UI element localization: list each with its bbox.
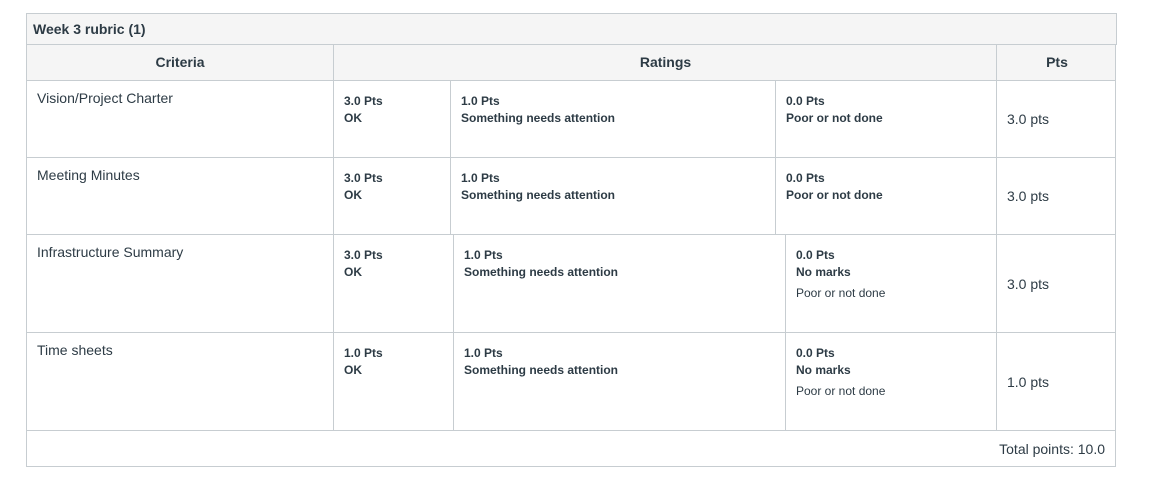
rubric-row-time-sheets: Time sheets 1.0 Pts OK 1.0 Pts Something… [26,333,1116,431]
points-value: 3.0 pts [1007,111,1050,127]
criteria-header: Criteria [155,54,205,70]
rating-attention: 1.0 Pts Something needs attention [453,235,785,332]
points-value: 1.0 pts [1007,373,1050,390]
rating-description: OK [344,265,362,279]
rating-no-marks: 0.0 Pts No marks Poor or not done [785,333,997,430]
rating-description: Something needs attention [461,188,616,202]
ratings-header: Ratings [333,45,997,80]
rubric-title: Week 3 rubric (1) [26,13,1117,45]
rating-ok: 1.0 Pts OK [334,333,453,430]
rating-poor: 0.0 Pts Poor or not done [775,158,997,234]
rating-points: 1.0 Pts [344,346,383,360]
ratings-cell: 3.0 Pts OK 1.0 Pts Something needs atten… [333,81,997,157]
rating-description: OK [344,188,362,202]
rating-description: Poor or not done [786,111,883,125]
rating-long-description: Poor or not done [796,384,886,398]
ratings-cell: 3.0 Pts OK 1.0 Pts Something needs atten… [333,235,997,332]
ratings-cell: 1.0 Pts OK 1.0 Pts Something needs atten… [333,333,997,430]
rating-description: No marks [796,265,851,279]
rubric-row-infrastructure: Infrastructure Summary 3.0 Pts OK 1.0 Pt… [26,235,1116,333]
rubric-header-row: Criteria Ratings Pts [26,45,1116,81]
points-cell: 3.0 pts [996,158,1117,234]
rating-points: 1.0 Pts [461,171,500,185]
ratings-cell: 3.0 Pts OK 1.0 Pts Something needs atten… [333,158,997,234]
rubric-row-vision: Vision/Project Charter 3.0 Pts OK 1.0 Pt… [26,81,1116,158]
rating-description: Poor or not done [786,188,883,202]
rating-points: 0.0 Pts [786,94,825,108]
rating-points: 3.0 Pts [344,94,383,108]
rating-description: No marks [796,363,851,377]
criterion-label: Meeting Minutes [37,167,140,183]
total-points-row: Total points: 10.0 [26,431,1116,467]
rating-description: Something needs attention [464,265,619,279]
total-points: Total points: 10.0 [999,441,1105,457]
rating-poor: 0.0 Pts Poor or not done [775,81,997,157]
rating-points: 0.0 Pts [796,346,835,360]
rating-points: 3.0 Pts [344,171,383,185]
rating-attention: 1.0 Pts Something needs attention [450,158,775,234]
rating-description: OK [344,111,362,125]
rubric-row-meeting-minutes: Meeting Minutes 3.0 Pts OK 1.0 Pts Somet… [26,158,1116,235]
rating-points: 1.0 Pts [461,94,500,108]
rating-ok: 3.0 Pts OK [334,158,450,234]
points-cell: 1.0 pts [996,333,1117,430]
criterion-label: Infrastructure Summary [37,244,184,260]
rating-no-marks: 0.0 Pts No marks Poor or not done [785,235,997,332]
points-cell: 3.0 pts [996,235,1117,332]
rating-points: 0.0 Pts [786,171,825,185]
rating-points: 0.0 Pts [796,248,835,262]
rating-description: Something needs attention [464,363,619,377]
rating-description: Something needs attention [461,111,616,125]
rating-points: 1.0 Pts [464,346,503,360]
rating-points: 3.0 Pts [344,248,383,262]
rating-attention: 1.0 Pts Something needs attention [453,333,785,430]
rating-attention: 1.0 Pts Something needs attention [450,81,775,157]
rubric-table: Week 3 rubric (1) Criteria Ratings Pts V… [26,13,1117,467]
points-value: 3.0 pts [1007,188,1050,204]
points-value: 3.0 pts [1007,275,1050,292]
criterion-label: Time sheets [37,342,113,358]
points-cell: 3.0 pts [996,81,1117,157]
rating-ok: 3.0 Pts OK [334,235,453,332]
criterion-label: Vision/Project Charter [37,90,173,106]
rating-points: 1.0 Pts [464,248,503,262]
rating-ok: 3.0 Pts OK [334,81,450,157]
rating-long-description: Poor or not done [796,286,886,300]
rating-description: OK [344,363,362,377]
pts-header: Pts [996,45,1117,80]
